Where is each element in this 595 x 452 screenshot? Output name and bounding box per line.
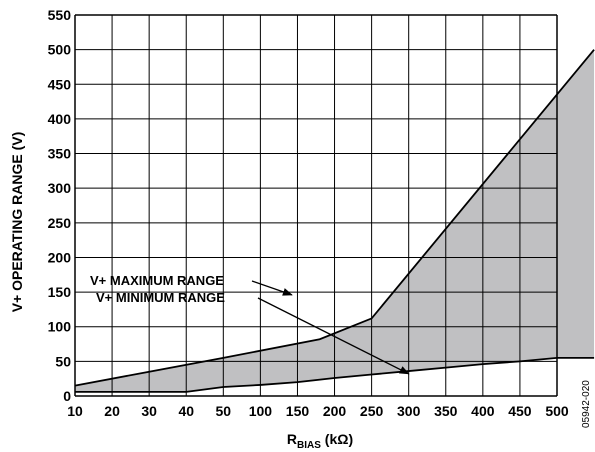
y-tick-label: 500 <box>48 42 72 58</box>
y-tick-label: 50 <box>55 353 71 369</box>
x-tick-label: 350 <box>434 403 458 419</box>
y-tick-label: 150 <box>48 284 72 300</box>
min-range-arrow <box>257 297 410 375</box>
x-axis-label-unit: (kΩ) <box>321 431 353 447</box>
x-tick-label: 500 <box>545 403 569 419</box>
y-tick-label: 450 <box>48 76 72 92</box>
tick-labels: 10 20 30 40 50 100 150 200 250 300 350 400 450 500 0 50… <box>48 7 569 419</box>
y-tick-label: 400 <box>48 111 72 127</box>
annotations: V+ MAXIMUM RANGE V+ MINIMUM RANGE <box>90 273 410 375</box>
x-tick-label: 400 <box>471 403 495 419</box>
x-tick-label: 20 <box>104 403 120 419</box>
x-tick-label: 250 <box>360 403 384 419</box>
x-tick-label: 10 <box>67 403 83 419</box>
y-tick-label: 550 <box>48 7 72 23</box>
max-range-annotation: V+ MAXIMUM RANGE <box>90 273 224 288</box>
figure-id: 05942-020 <box>581 380 592 428</box>
y-tick-label: 350 <box>48 146 72 162</box>
x-tick-label: 300 <box>397 403 421 419</box>
x-tick-label: 150 <box>286 403 310 419</box>
x-axis-label: RBIAS (kΩ) <box>287 431 353 451</box>
y-tick-label: 300 <box>48 180 72 196</box>
operating-range-fill <box>75 49 595 392</box>
y-axis-label: V+ OPERATING RANGE (V) <box>9 132 25 313</box>
max-range-arrow <box>251 280 293 296</box>
x-tick-label: 40 <box>178 403 194 419</box>
y-tick-label: 200 <box>48 249 72 265</box>
x-tick-label: 450 <box>508 403 532 419</box>
x-tick-label: 100 <box>249 403 273 419</box>
min-range-annotation: V+ MINIMUM RANGE <box>96 290 225 305</box>
y-tick-label: 100 <box>48 319 72 335</box>
max-range-line <box>74 49 595 387</box>
x-tick-label: 50 <box>216 403 232 419</box>
x-tick-label: 200 <box>323 403 347 419</box>
x-axis-label-sub: BIAS <box>297 440 321 451</box>
y-tick-label: 0 <box>63 388 71 404</box>
y-tick-label: 250 <box>48 215 72 231</box>
series-lines <box>74 49 595 393</box>
x-tick-label: 30 <box>141 403 157 419</box>
x-axis-label-main: R <box>287 431 297 447</box>
grid <box>74 14 558 397</box>
shaded-region <box>75 49 595 392</box>
min-range-line <box>75 356 595 393</box>
